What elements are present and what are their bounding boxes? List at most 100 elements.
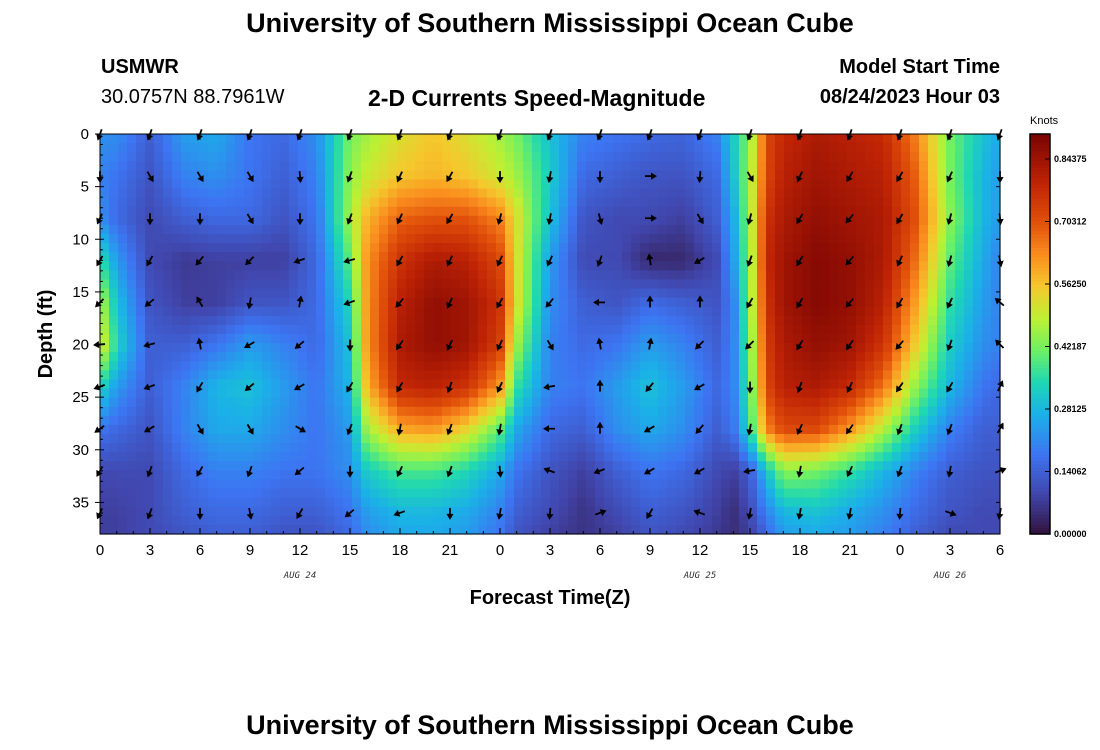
colorbar-swatch bbox=[1030, 487, 1050, 492]
heatmap-cell bbox=[685, 406, 695, 417]
heatmap-cell bbox=[316, 243, 326, 253]
heatmap-cell bbox=[451, 452, 461, 462]
heatmap-cell bbox=[712, 424, 722, 435]
heatmap-cell bbox=[766, 406, 776, 417]
heatmap-cell bbox=[640, 343, 650, 353]
heatmap-cell bbox=[613, 279, 623, 290]
heatmap-cell bbox=[505, 388, 515, 399]
heatmap-cell bbox=[478, 461, 488, 471]
heatmap-cell bbox=[235, 479, 245, 490]
current-arrow bbox=[796, 465, 804, 478]
heatmap-cell bbox=[586, 234, 596, 244]
heatmap-cell bbox=[253, 270, 263, 281]
heatmap-cell bbox=[262, 234, 272, 244]
heatmap-cell bbox=[262, 506, 272, 517]
heatmap-cell bbox=[919, 170, 929, 181]
heatmap-cell bbox=[460, 206, 470, 217]
heatmap-cell bbox=[388, 306, 398, 317]
heatmap-cell bbox=[298, 506, 308, 517]
heatmap-cell bbox=[262, 415, 272, 426]
heatmap-cell bbox=[649, 161, 659, 171]
current-arrow bbox=[696, 171, 704, 184]
current-arrow bbox=[396, 465, 403, 478]
heatmap-cell bbox=[127, 488, 137, 499]
current-arrow bbox=[645, 214, 657, 222]
heatmap-cell bbox=[541, 243, 551, 253]
heatmap-cell bbox=[757, 434, 767, 444]
heatmap-cell bbox=[784, 406, 794, 417]
heatmap-cell bbox=[946, 243, 956, 253]
heatmap-cell bbox=[541, 188, 551, 199]
heatmap-cell bbox=[685, 143, 695, 153]
heatmap-cell bbox=[703, 352, 713, 362]
heatmap-cell bbox=[154, 361, 164, 371]
heatmap-cell bbox=[586, 179, 596, 190]
heatmap-cell bbox=[694, 261, 704, 271]
heatmap-cell bbox=[415, 234, 425, 244]
heatmap-cell bbox=[172, 134, 182, 144]
heatmap-cell bbox=[415, 270, 425, 281]
heatmap-cell bbox=[910, 206, 920, 217]
heatmap-cell bbox=[478, 488, 488, 499]
heatmap-cell bbox=[514, 179, 524, 190]
heatmap-cell bbox=[352, 434, 362, 444]
heatmap-cell bbox=[892, 179, 902, 190]
heatmap-cell bbox=[667, 361, 677, 371]
heatmap-cell bbox=[307, 161, 317, 171]
heatmap-cell bbox=[442, 470, 452, 481]
x-tick-label: 0 bbox=[896, 542, 904, 559]
heatmap-cell bbox=[847, 452, 857, 462]
heatmap-cell bbox=[244, 497, 254, 508]
heatmap-cell bbox=[487, 215, 497, 226]
heatmap-cell bbox=[514, 415, 524, 426]
heatmap-cell bbox=[226, 161, 236, 171]
heatmap-cell bbox=[523, 261, 533, 271]
current-arrow bbox=[346, 423, 354, 436]
heatmap-cell bbox=[901, 243, 911, 253]
colorbar-swatch bbox=[1030, 464, 1050, 468]
heatmap-cell bbox=[514, 488, 524, 499]
heatmap-cell bbox=[244, 370, 254, 381]
heatmap-cell bbox=[181, 479, 191, 490]
heatmap-cell bbox=[217, 524, 227, 535]
heatmap-cell bbox=[451, 524, 461, 535]
heatmap-cell bbox=[271, 252, 281, 262]
heatmap-cell bbox=[955, 297, 965, 308]
heatmap-cell bbox=[361, 306, 371, 317]
heatmap-cell bbox=[775, 270, 785, 281]
heatmap-cell bbox=[487, 252, 497, 262]
heatmap-cell bbox=[235, 315, 245, 326]
heatmap-cell bbox=[163, 434, 173, 444]
heatmap-cell bbox=[685, 297, 695, 308]
heatmap-cell bbox=[910, 324, 920, 335]
heatmap-cell bbox=[127, 297, 137, 308]
heatmap-cell bbox=[199, 352, 209, 362]
heatmap-cell bbox=[280, 424, 290, 435]
heatmap-cell bbox=[982, 315, 992, 326]
heatmap-cell bbox=[847, 243, 857, 253]
heatmap-cell bbox=[460, 488, 470, 499]
heatmap-cell bbox=[568, 324, 578, 335]
heatmap-cell bbox=[316, 306, 326, 317]
heatmap-cell bbox=[595, 261, 605, 271]
heatmap-cell bbox=[523, 361, 533, 371]
heatmap-cell bbox=[280, 397, 290, 408]
heatmap-cell bbox=[577, 397, 587, 408]
heatmap-cell bbox=[451, 443, 461, 453]
heatmap-cell bbox=[163, 497, 173, 508]
heatmap-cell bbox=[901, 152, 911, 162]
heatmap-cell bbox=[829, 152, 839, 162]
heatmap-cell bbox=[730, 343, 740, 353]
heatmap-cell bbox=[919, 524, 929, 535]
heatmap-cell bbox=[559, 134, 569, 144]
heatmap-cell bbox=[127, 279, 137, 290]
current-arrow bbox=[346, 213, 354, 225]
heatmap-cell bbox=[460, 134, 470, 144]
heatmap-cell bbox=[775, 452, 785, 462]
heatmap-cell bbox=[928, 443, 938, 453]
heatmap-cell bbox=[469, 243, 479, 253]
heatmap-cell bbox=[262, 461, 272, 471]
heatmap-cell bbox=[325, 215, 335, 226]
heatmap-cell bbox=[703, 215, 713, 226]
heatmap-cell bbox=[595, 497, 605, 508]
